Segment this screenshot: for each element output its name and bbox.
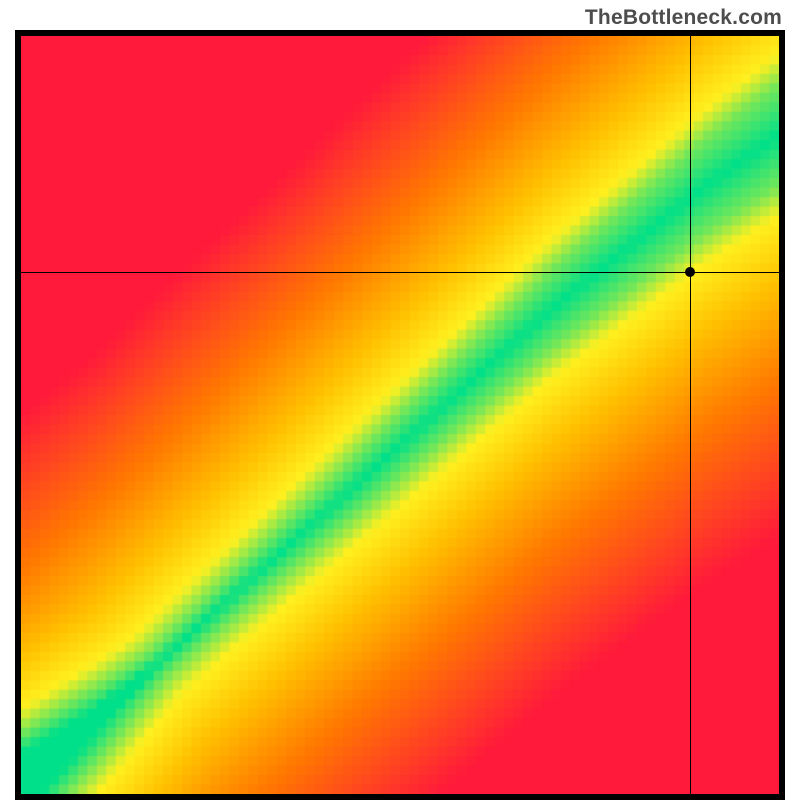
crosshair-marker — [685, 267, 695, 277]
crosshair-vertical — [690, 36, 691, 794]
plot-frame — [15, 30, 785, 800]
chart-container: TheBottleneck.com — [0, 0, 800, 800]
heatmap-canvas — [21, 36, 779, 794]
crosshair-horizontal — [21, 272, 779, 273]
watermark-text: TheBottleneck.com — [585, 6, 782, 30]
